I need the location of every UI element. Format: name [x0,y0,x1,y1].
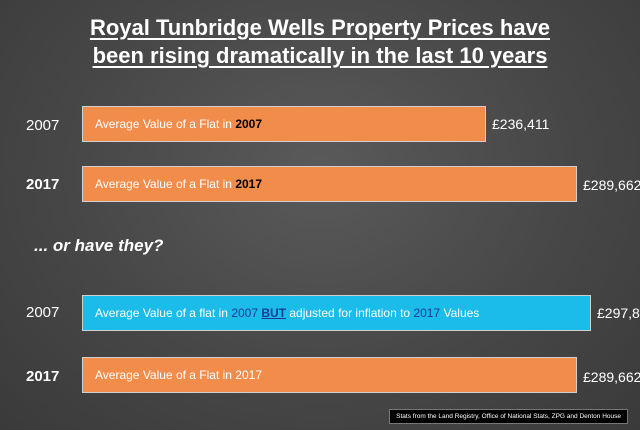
bar-1-label-year: 2007 [235,117,263,131]
bar-1-value: £236,411 [492,116,550,132]
bar-4-value: £289,662 [583,369,640,385]
bar-2-value: £289,662 [583,177,640,193]
bar-3-label-f: 2017 [413,306,441,320]
bar-3-label-e: adjusted for inflation to [286,306,414,320]
bar-1-label-text: Average Value of a Flat in [95,117,236,131]
bar-3: Average Value of a flat in 2007 BUT adju… [82,295,591,331]
year-label-1: 2007 [26,117,60,134]
title-line-2: been rising dramatically in the last 10 … [92,43,548,68]
year-label-2: 2017 [26,176,60,193]
bar-3-value: £297,807 [597,305,640,321]
bar-3-label-a: Average Value of a flat in [95,306,232,320]
title-line-1: Royal Tunbridge Wells Property Prices ha… [89,15,551,40]
bar-2-label-year: 2017 [235,177,263,191]
year-label-3: 2007 [26,304,60,321]
bar-4-label: Average Value of a Flat in 2017 [95,368,263,382]
bar-2-label: Average Value of a Flat in 2017 [83,177,262,191]
bar-3-label-g: Values [440,306,480,320]
chart-title: Royal Tunbridge Wells Property Prices ha… [0,14,640,70]
bar-3-label: Average Value of a flat in 2007 BUT adju… [83,306,479,320]
question-text: ... or have they? [34,236,164,255]
bar-3-label-but: BUT [261,306,287,320]
bar-1: Average Value of a Flat in 2007 [82,106,486,142]
source-note: Stats from the Land Registry, Office of … [389,409,628,424]
bar-2-label-text: Average Value of a Flat in [95,177,236,191]
bar-3-label-b: 2007 [231,306,259,320]
bar-4: Average Value of a Flat in 2017 [82,357,577,393]
bar-1-label: Average Value of a Flat in 2007 [83,117,262,131]
bar-2: Average Value of a Flat in 2017 [82,166,577,202]
year-label-4: 2017 [26,368,60,385]
